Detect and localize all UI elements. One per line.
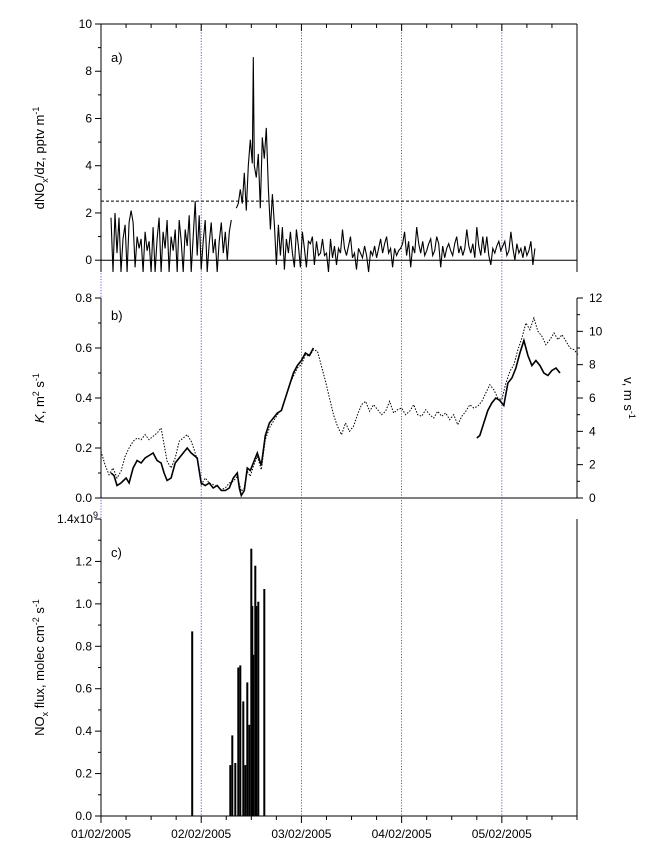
panel-b-y2tick-label: 10 bbox=[589, 324, 603, 338]
panel-b-y2tick-label: 4 bbox=[589, 424, 596, 438]
data-layer bbox=[100, 57, 579, 816]
panel-b-ylabel-part: , m bbox=[32, 396, 47, 414]
panel-b-ylabel-part: K bbox=[32, 413, 47, 423]
day-separator-lines bbox=[100, 24, 503, 816]
panel-b-wind-speed-line-segment-0 bbox=[100, 316, 579, 493]
text-layer: 0 2 4 6 8 10 a) 0.0 0.2 0.4 0.6 0.8 0 2 4 6 8 10 12 b) 0.0 0.… bbox=[31, 17, 637, 841]
panel-b-ylabel-part: -1 bbox=[31, 373, 41, 381]
panel-c-bar-14 bbox=[255, 606, 258, 816]
panel-c-bar-15 bbox=[257, 601, 260, 816]
panel-b-ytick-label: 0.6 bbox=[75, 341, 92, 355]
panel-c-bar-16 bbox=[263, 589, 266, 816]
panel-c-tag: c) bbox=[111, 545, 122, 560]
panel-b-y2label-part: -1 bbox=[627, 411, 637, 419]
panel-b-y2tick-label: 8 bbox=[589, 358, 596, 372]
panel-b-ytick-label: 0.8 bbox=[75, 291, 92, 305]
panel-c-bar-5 bbox=[239, 665, 242, 816]
panel-b-K-line-segment-0 bbox=[110, 347, 315, 498]
panel-a-ytick-label: 6 bbox=[85, 111, 92, 125]
panel-c-ylabel-part: s bbox=[32, 607, 47, 618]
panel-c-ylabel-part: flux, molec cm bbox=[32, 625, 47, 712]
panel-c-bar-6 bbox=[242, 701, 245, 816]
panel-a-ytick-label: 2 bbox=[85, 206, 92, 220]
panel-b-ytick-label: 0.2 bbox=[75, 441, 92, 455]
panel-a-ylabel-part: /dz, pptv m bbox=[32, 115, 47, 179]
panel-a-ytick-label: 4 bbox=[85, 159, 92, 173]
panel-a-series-line-segment-1 bbox=[235, 57, 536, 273]
panel-c-bar-9 bbox=[248, 724, 251, 816]
xtick-label-0: 01/02/2005 bbox=[71, 827, 131, 841]
panel-a-ylabel: dNOx/dz, pptv m-1 bbox=[31, 107, 50, 210]
panel-b-y2label-part: v, m s bbox=[621, 377, 636, 411]
panel-b-ytick-label: 0.4 bbox=[75, 391, 92, 405]
panel-b-y2label: v, m s-1 bbox=[621, 377, 637, 419]
panel-c-bar-3 bbox=[234, 763, 237, 816]
panel-b-y2tick-label: 2 bbox=[589, 458, 596, 472]
panel-c-ytick-label: 0.0 bbox=[75, 809, 92, 823]
panel-c-bar-4 bbox=[237, 667, 240, 816]
panel-c-ytick-label: 1.0 bbox=[75, 597, 92, 611]
panel-a-ytick-label: 0 bbox=[85, 253, 92, 267]
panel-c-ylabel-part: -2 bbox=[31, 617, 41, 625]
xtick-label-2: 03/02/2005 bbox=[271, 827, 331, 841]
panel-b-ylabel-part: s bbox=[32, 381, 47, 392]
panel-b-ytick-label: 0.0 bbox=[75, 491, 92, 505]
panel-a-ytick-label: 8 bbox=[85, 64, 92, 78]
panel-c-bar-0 bbox=[191, 631, 194, 816]
panel-c-ytick-label: 0.2 bbox=[75, 767, 92, 781]
panel-c-ylabel-part: x bbox=[40, 711, 50, 716]
panel-c-ytick-label: 0.4 bbox=[75, 724, 92, 738]
panel-c-ylabel: NOx flux, molec cm-2 s-1 bbox=[31, 599, 50, 736]
panel-c-bar-2 bbox=[231, 735, 234, 816]
xtick-label-3: 04/02/2005 bbox=[372, 827, 432, 841]
panel-b-y2tick-label: 6 bbox=[589, 391, 596, 405]
panel-c-ytick-label: 1.4x109 bbox=[57, 510, 98, 526]
panel-c-bar-12 bbox=[252, 654, 255, 816]
panel-c-ylabel-part: NO bbox=[32, 716, 47, 736]
panel-a-ylabel-part: -1 bbox=[31, 107, 41, 115]
ytick-exponent: 9 bbox=[93, 510, 98, 520]
panel-a-tag: a) bbox=[111, 50, 123, 65]
panel-a-series-line-segment-0 bbox=[110, 201, 232, 273]
panel-b-K-line-segment-1 bbox=[476, 337, 561, 439]
panel-a-ylabel-part: dNO bbox=[32, 183, 47, 210]
panel-b-tag: b) bbox=[111, 308, 123, 323]
panel-a-ylabel-part: x bbox=[40, 178, 50, 183]
panel-c-bar-13 bbox=[254, 565, 257, 816]
panel-b-y2tick-label: 12 bbox=[589, 291, 603, 305]
panel-c-ytick-label: 1.2 bbox=[75, 554, 92, 568]
panel-b-ylabel: K, m2 s-1 bbox=[31, 373, 47, 423]
xtick-label-1: 02/02/2005 bbox=[171, 827, 231, 841]
panel-b-y2tick-label: 0 bbox=[589, 491, 596, 505]
panel-a-ytick-label: 10 bbox=[79, 17, 93, 31]
xtick-label-4: 05/02/2005 bbox=[472, 827, 532, 841]
panel-c-bar-7 bbox=[244, 765, 247, 816]
panel-c-ylabel-part: -1 bbox=[31, 599, 41, 607]
panel-c-bar-1 bbox=[229, 765, 232, 816]
panel-b-ylabel-part: 2 bbox=[31, 391, 41, 396]
axes-frame bbox=[95, 23, 583, 823]
panel-c-bar-8 bbox=[246, 682, 249, 816]
panel-c-ytick-label: 0.6 bbox=[75, 682, 92, 696]
panel-c-ytick-label: 0.8 bbox=[75, 639, 92, 653]
